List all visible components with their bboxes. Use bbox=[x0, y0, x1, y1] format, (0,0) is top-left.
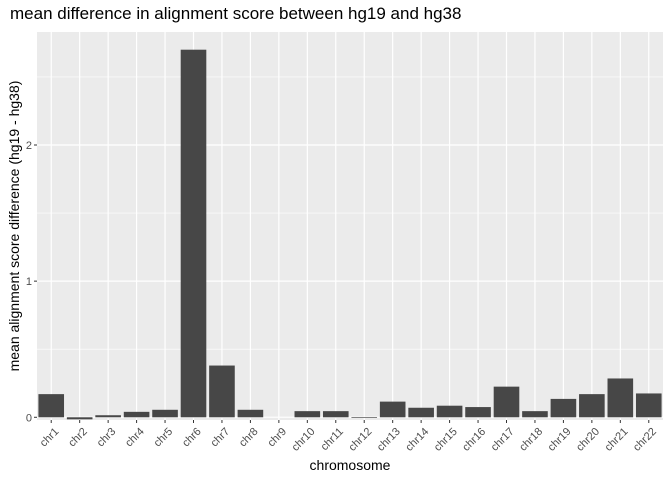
x-tick-label: chr9 bbox=[265, 426, 289, 450]
bar-chr4 bbox=[123, 411, 150, 418]
x-tick-label: chr18 bbox=[517, 426, 545, 454]
x-tick-label: chr6 bbox=[180, 426, 204, 450]
bar-chr12 bbox=[351, 417, 378, 418]
bar-chr3 bbox=[95, 415, 121, 418]
bar-chr19 bbox=[550, 398, 577, 418]
x-tick-label: chr2 bbox=[66, 426, 90, 450]
x-tick-label: chr14 bbox=[403, 426, 431, 454]
x-tick-label: chr13 bbox=[375, 426, 403, 454]
y-tick-label: 0 bbox=[26, 412, 32, 424]
x-axis-title: chromosome bbox=[310, 457, 391, 473]
bar-chr18 bbox=[522, 411, 548, 418]
x-tick-label: chr8 bbox=[237, 426, 261, 450]
x-tick-label: chr15 bbox=[432, 426, 460, 454]
bar-chr21 bbox=[607, 378, 634, 418]
bar-chr14 bbox=[408, 407, 434, 418]
chart-title: mean difference in alignment score betwe… bbox=[10, 4, 462, 23]
x-tick-label: chr7 bbox=[209, 426, 233, 450]
x-tick-label: chr4 bbox=[123, 426, 147, 450]
bar-chr15 bbox=[436, 405, 463, 418]
x-axis-ticks: chr1 chr2 chr3 chr4 chr5 chr6 chr7 chr8 chr9 chr1… bbox=[38, 420, 659, 454]
x-tick-label: chr21 bbox=[603, 426, 631, 454]
bar-chr8 bbox=[237, 409, 264, 418]
bar-chr22 bbox=[635, 393, 662, 418]
bar-chr17 bbox=[493, 386, 520, 418]
x-tick-label: chr20 bbox=[574, 426, 602, 454]
bar-chr2 bbox=[66, 417, 93, 420]
y-tick-label: 1 bbox=[26, 276, 32, 288]
x-tick-label: chr17 bbox=[489, 426, 517, 454]
bars bbox=[38, 49, 662, 420]
bar-chr20 bbox=[579, 394, 605, 418]
y-axis-ticks: 0 1 2 bbox=[26, 140, 37, 424]
bar-chr11 bbox=[322, 411, 349, 418]
bar-chr1 bbox=[38, 394, 65, 418]
x-tick-label: chr10 bbox=[290, 426, 318, 454]
bar-chr16 bbox=[465, 407, 491, 418]
x-tick-label: chr19 bbox=[546, 426, 574, 454]
x-tick-label: chr5 bbox=[152, 426, 176, 450]
x-tick-label: chr11 bbox=[319, 426, 346, 453]
bar-chr13 bbox=[379, 401, 406, 418]
y-tick-label: 2 bbox=[26, 140, 32, 152]
plot-panel bbox=[37, 32, 663, 420]
x-tick-label: chr12 bbox=[346, 426, 374, 454]
x-tick-label: chr16 bbox=[460, 426, 488, 454]
y-axis-title: mean alignment score difference (hg19 - … bbox=[6, 81, 22, 372]
bar-chr10 bbox=[294, 411, 321, 418]
bar-chr7 bbox=[209, 365, 235, 418]
x-tick-label: chr3 bbox=[95, 426, 119, 450]
x-tick-label: chr1 bbox=[38, 426, 62, 450]
bar-chr5 bbox=[152, 409, 178, 418]
x-tick-label: chr22 bbox=[631, 426, 659, 454]
bar-chr6 bbox=[180, 49, 207, 418]
